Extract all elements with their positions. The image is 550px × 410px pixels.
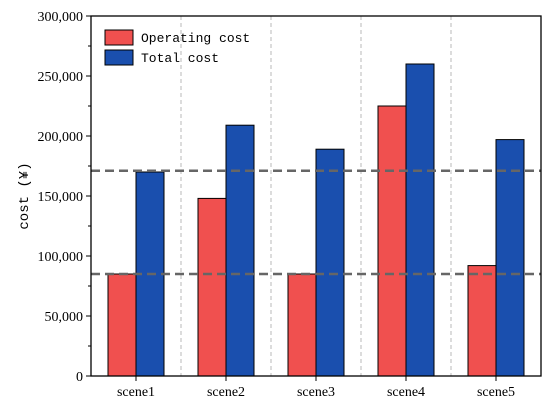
y-tick-label: 50,000 xyxy=(45,310,84,325)
bar-operating-cost-scene5 xyxy=(467,265,497,377)
grid-layer xyxy=(180,16,452,376)
y-axis-label: cost (¥) xyxy=(17,162,33,229)
bar-total-cost-scene5 xyxy=(495,139,525,377)
bars-layer xyxy=(107,63,525,377)
bar-total-cost-scene4 xyxy=(405,63,435,377)
legend-swatch xyxy=(104,29,134,46)
bar-operating-cost-scene4 xyxy=(377,105,407,377)
bar-operating-cost-scene1 xyxy=(107,273,137,377)
x-tick-label: scene4 xyxy=(387,385,425,400)
legend-label: Total cost xyxy=(141,51,219,66)
x-tick-label: scene1 xyxy=(117,385,155,400)
y-tick-label: 100,000 xyxy=(38,250,84,265)
bar-total-cost-scene3 xyxy=(315,148,345,377)
legend-label: Operating cost xyxy=(141,31,250,46)
bar-operating-cost-scene3 xyxy=(287,273,317,377)
y-tick-label: 150,000 xyxy=(38,190,84,205)
y-tick-label: 300,000 xyxy=(38,10,84,25)
bar-total-cost-scene2 xyxy=(225,124,255,377)
legend-swatch xyxy=(104,49,134,66)
y-tick-label: 0 xyxy=(76,370,83,385)
reference-lines-layer xyxy=(91,169,541,276)
legend: Operating cost Total cost xyxy=(104,29,250,66)
axes-layer: scene1 scene2 scene3 scene4 scene5 0 50,000 100… xyxy=(38,10,542,400)
x-tick-label: scene2 xyxy=(207,385,245,400)
x-tick-label: scene3 xyxy=(297,385,335,400)
y-tick-label: 200,000 xyxy=(38,130,84,145)
x-tick-label: scene5 xyxy=(477,385,515,400)
y-tick-label: 250,000 xyxy=(38,70,84,85)
bar-operating-cost-scene2 xyxy=(197,197,227,377)
